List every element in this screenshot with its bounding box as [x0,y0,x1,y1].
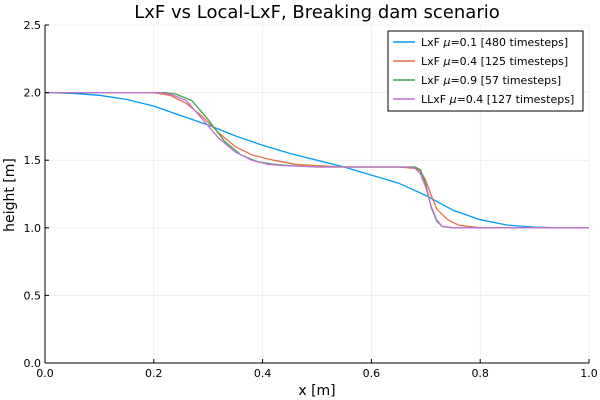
series-layer [44,91,589,229]
y-tick-label: 0.5 [24,289,42,302]
y-tick-label: 1.5 [24,154,42,167]
series-line-1 [44,91,589,229]
legend-label-3: LxF μ=0.9 [57 timesteps] [421,74,561,87]
legend: LxF μ=0.1 [480 timesteps] LxF μ=0.4 [125 … [387,30,584,112]
legend-label-2: LxF μ=0.4 [125 timesteps] [421,55,568,68]
chart-title: LxF vs Local-LxF, Breaking dam scenario [134,2,499,23]
y-tick-label: 2.5 [24,19,42,32]
legend-label-1: LxF μ=0.1 [480 timesteps] [421,36,568,49]
x-axis-label: x [m] [298,383,335,399]
x-tick-label: 0.4 [254,367,272,380]
x-tick-label: 0.6 [363,367,381,380]
y-tick-label: 0.0 [24,357,42,370]
series-line-4 [45,91,589,229]
y-axis-label: height [m] [2,158,18,232]
y-tick-label: 1.0 [24,222,42,235]
x-tick-label: 0.2 [145,367,163,380]
legend-box [387,30,584,112]
x-tick-label: 0.8 [471,367,489,380]
legend-label-4: LLxF μ=0.4 [127 timesteps] [421,93,574,106]
ticks: 0.0 0.2 0.4 0.6 0.8 1.0 0.0 0.5 1.0 1.5 2.0 2.5 [24,19,598,380]
x-tick-label: 0.0 [36,367,54,380]
plot-frame [44,25,589,364]
x-tick-label: 1.0 [580,367,598,380]
y-tick-label: 2.0 [24,87,42,100]
